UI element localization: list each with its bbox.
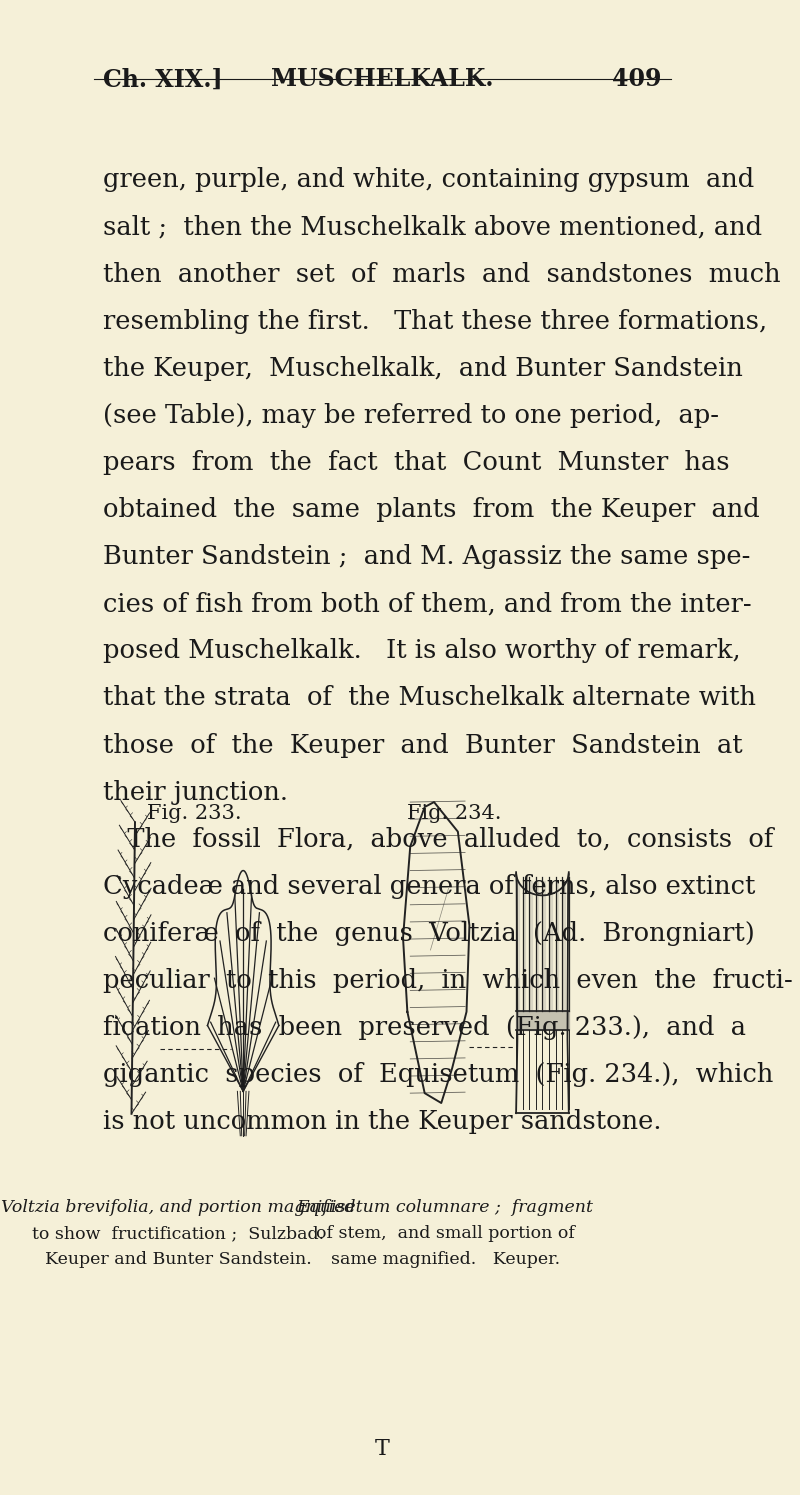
Text: Equisetum columnare ;  fragment: Equisetum columnare ; fragment [297, 1199, 594, 1215]
Text: fication  has  been  preserved  (Fig. 233.),  and  a: fication has been preserved (Fig. 233.),… [103, 1015, 746, 1041]
Text: Bunter Sandstein ;  and M. Agassiz the same spe-: Bunter Sandstein ; and M. Agassiz the sa… [103, 544, 750, 570]
Text: obtained  the  same  plants  from  the Keuper  and: obtained the same plants from the Keuper… [103, 496, 760, 522]
Text: their junction.: their junction. [103, 779, 288, 804]
Text: T: T [375, 1438, 390, 1461]
Text: posed Muschelkalk.   It is also worthy of remark,: posed Muschelkalk. It is also worthy of … [103, 638, 741, 664]
Text: coniferæ  of  the  genus  Voltzia  (Ad.  Brongniart): coniferæ of the genus Voltzia (Ad. Brong… [103, 921, 755, 946]
Text: same magnified.   Keuper.: same magnified. Keuper. [330, 1251, 560, 1268]
Text: green, purple, and white, containing gypsum  and: green, purple, and white, containing gyp… [103, 167, 754, 193]
Text: Ch. XIX.]: Ch. XIX.] [103, 67, 223, 91]
Text: resembling the first.   That these three formations,: resembling the first. That these three f… [103, 309, 767, 333]
Text: pears  from  the  fact  that  Count  Munster  has: pears from the fact that Count Munster h… [103, 450, 730, 475]
Text: Fig. 234.: Fig. 234. [407, 804, 502, 824]
Text: Keuper and Bunter Sandstein.: Keuper and Bunter Sandstein. [45, 1251, 312, 1268]
Text: of stem,  and small portion of: of stem, and small portion of [316, 1226, 574, 1242]
Text: salt ;  then the Muschelkalk above mentioned, and: salt ; then the Muschelkalk above mentio… [103, 215, 762, 239]
Text: peculiar  to  this  period,  in  which  even  the  fructi-: peculiar to this period, in which even t… [103, 967, 793, 993]
Text: is not uncommon in the Keuper sandstone.: is not uncommon in the Keuper sandstone. [103, 1109, 662, 1135]
Text: the Keuper,  Muschelkalk,  and Bunter Sandstein: the Keuper, Muschelkalk, and Bunter Sand… [103, 356, 743, 381]
Text: those  of  the  Keuper  and  Bunter  Sandstein  at: those of the Keuper and Bunter Sandstein… [103, 733, 743, 758]
Text: then  another  set  of  marls  and  sandstones  much: then another set of marls and sandstones… [103, 262, 781, 287]
Text: gigantic  species  of  Equisetum  (Fig. 234.),  which: gigantic species of Equisetum (Fig. 234.… [103, 1061, 774, 1087]
Text: to show  fructification ;  Sulzbad.: to show fructification ; Sulzbad. [33, 1226, 325, 1242]
Text: that the strata  of  the Muschelkalk alternate with: that the strata of the Muschelkalk alter… [103, 685, 756, 710]
Text: Cycadeæ and several genera of ferns, also extinct: Cycadeæ and several genera of ferns, als… [103, 873, 756, 898]
Text: cies of fish from both of them, and from the inter-: cies of fish from both of them, and from… [103, 591, 752, 616]
Text: The  fossil  Flora,  above  alluded  to,  consists  of: The fossil Flora, above alluded to, cons… [103, 827, 774, 852]
Text: Fig. 233.: Fig. 233. [147, 804, 242, 824]
Text: Voltzia brevifolia, and portion magnified: Voltzia brevifolia, and portion magnifie… [2, 1199, 356, 1215]
Text: (see Table), may be referred to one period,  ap-: (see Table), may be referred to one peri… [103, 402, 719, 428]
Text: MUSCHELKALK.: MUSCHELKALK. [271, 67, 494, 91]
Text: 409: 409 [612, 67, 662, 91]
